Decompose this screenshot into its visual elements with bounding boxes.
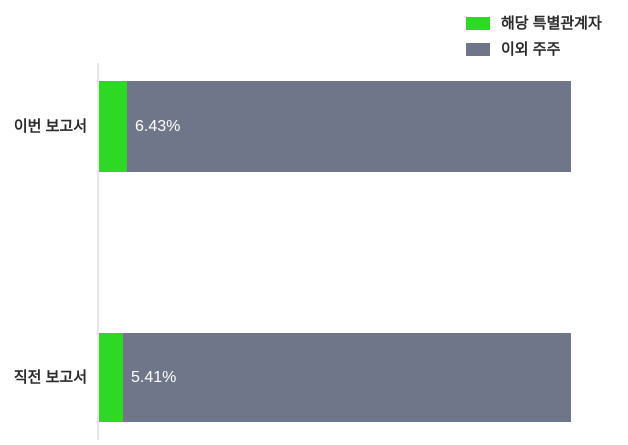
legend-item-secondary[interactable]: 이외 주주 [466,36,626,62]
legend-swatch-icon-primary [466,16,490,30]
chart-legend: 해당 특별관계자 이외 주주 [466,10,626,62]
bar-segment-primary[interactable] [99,81,127,172]
legend-item-primary[interactable]: 해당 특별관계자 [466,10,626,36]
bar-value-label: 5.41% [131,368,177,386]
bar-segment-secondary[interactable]: 6.43% [127,81,571,172]
category-label: 직전 보고서 [13,369,87,386]
category-label: 이번 보고서 [13,118,87,135]
bar-segment-primary[interactable] [99,333,123,422]
bar-value-label: 6.43% [135,117,181,135]
stacked-bar-track: 6.43% [99,81,571,172]
bar-segment-secondary[interactable]: 5.41% [123,333,571,422]
legend-label-secondary: 이외 주주 [501,40,561,58]
legend-swatch-icon-secondary [466,42,490,56]
legend-label-primary: 해당 특별관계자 [501,14,602,32]
stacked-bar-track: 5.41% [99,333,571,422]
category-axis-line [97,63,99,440]
